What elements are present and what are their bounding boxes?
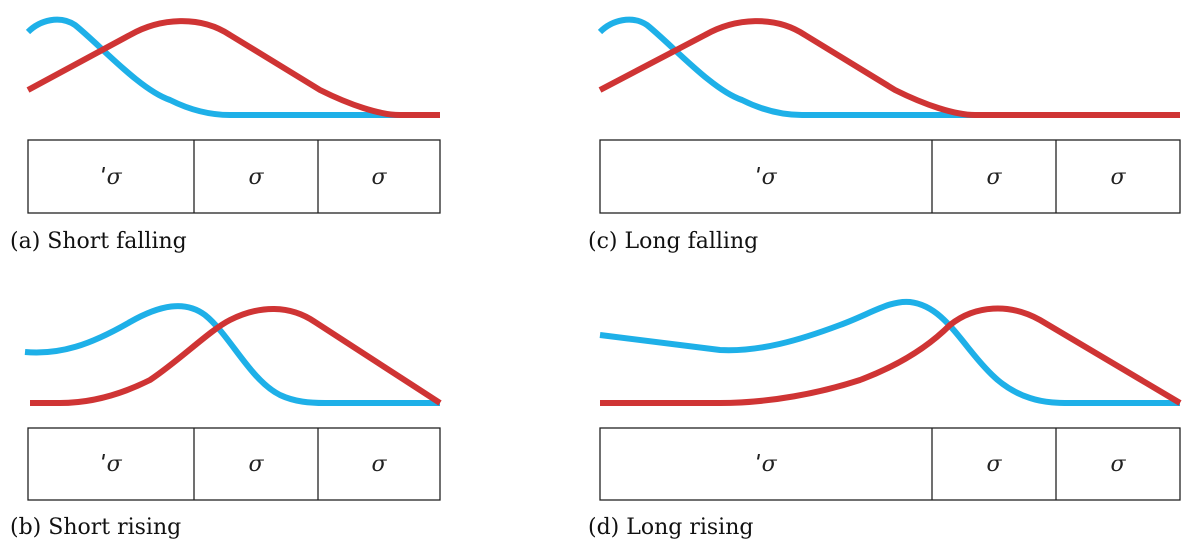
caption: (a) Short falling — [10, 229, 187, 254]
panel-a: ˈσ σ σ (a) Short falling — [10, 16, 441, 254]
red-curve — [600, 305, 1182, 406]
syllable: σ — [1110, 165, 1126, 190]
blue-curve — [25, 16, 440, 118]
blue-curve — [24, 303, 440, 406]
syllable-box — [27, 427, 441, 501]
syllable: ˈσ — [755, 165, 777, 190]
red-curve — [30, 306, 442, 406]
panel-b: ˈσ σ σ (b) Short rising — [10, 303, 442, 540]
caption: (c) Long falling — [588, 229, 758, 254]
syllable-box — [599, 139, 1181, 214]
panel-c: ˈσ σ σ (c) Long falling — [588, 16, 1181, 254]
syllable: σ — [1110, 452, 1126, 477]
panel-d: ˈσ σ σ (d) Long rising — [588, 298, 1182, 540]
syllable: ˈσ — [755, 452, 777, 477]
syllable: σ — [986, 165, 1002, 190]
caption: (b) Short rising — [10, 515, 181, 540]
blue-curve — [597, 16, 1180, 118]
syllable: σ — [248, 452, 264, 477]
red-curve — [26, 18, 440, 118]
syllable-box — [599, 427, 1181, 501]
blue-curve — [599, 298, 1180, 406]
red-curve — [598, 18, 1180, 118]
syllable: σ — [371, 452, 387, 477]
syllable-box — [27, 139, 441, 214]
syllable: ˈσ — [100, 452, 122, 477]
syllable: σ — [986, 452, 1002, 477]
syllable: σ — [371, 165, 387, 190]
syllable: ˈσ — [100, 165, 122, 190]
caption: (d) Long rising — [588, 515, 753, 540]
syllable: σ — [248, 165, 264, 190]
